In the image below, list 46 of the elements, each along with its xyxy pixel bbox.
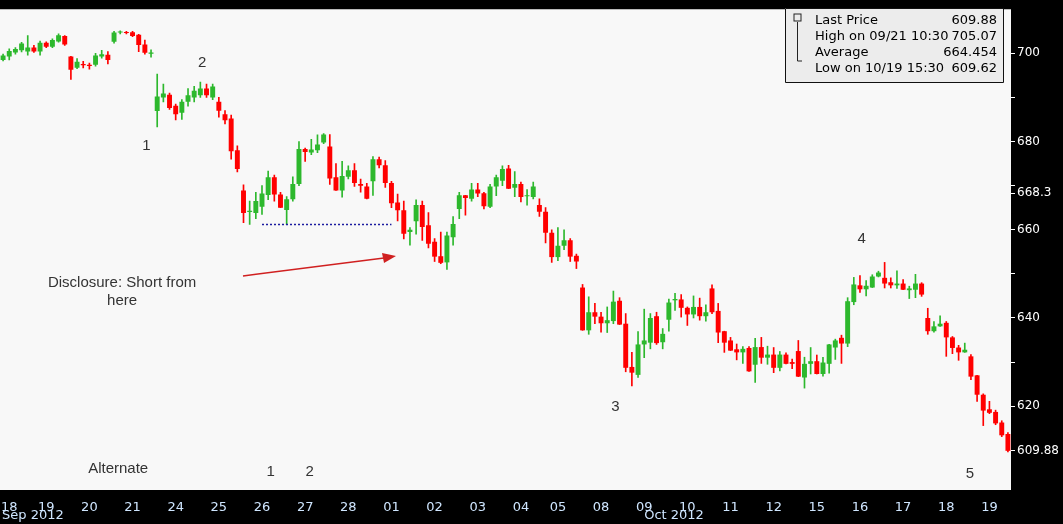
candlestick xyxy=(407,227,413,246)
y-tick-label: 640 xyxy=(1017,310,1040,325)
x-tick-label: 08 xyxy=(592,499,610,515)
annotation: Disclosure: Short from here xyxy=(47,273,197,309)
x-tick-label: 05 xyxy=(549,499,567,515)
candlestick xyxy=(703,304,709,322)
x-tick-label: 25 xyxy=(210,499,228,515)
annotation: 2 xyxy=(198,53,207,71)
x-tick-label: 18 xyxy=(938,499,955,515)
candlestick xyxy=(592,303,598,325)
candlestick xyxy=(512,171,518,197)
x-tick-label: 20 xyxy=(81,499,98,515)
annotation: 1 xyxy=(266,462,275,480)
annotation: High on 09/21 10:30 705.07 xyxy=(815,28,997,44)
y-tick-label: 700 xyxy=(1017,45,1040,60)
x-tick-label: 27 xyxy=(296,499,314,515)
x-tick-label: 15 xyxy=(808,499,826,515)
annotation: Alternate xyxy=(88,459,149,477)
x-tick-label: 19 xyxy=(981,499,998,515)
candlestick xyxy=(148,49,154,58)
y-tick-label: 668.3 xyxy=(1017,185,1052,200)
annotation: 5 xyxy=(965,464,975,482)
y-tick-label: 609.88 xyxy=(1017,442,1059,457)
annotation: 2 xyxy=(305,462,314,480)
annotation: 1 xyxy=(142,136,151,154)
y-tick-label: 680 xyxy=(1017,133,1040,148)
x-tick-label: 12 xyxy=(765,499,782,515)
x-tick-label: 16 xyxy=(851,499,869,515)
candlestick xyxy=(302,147,308,162)
x-tick-label: 03 xyxy=(469,499,487,515)
x-tick-label: 11 xyxy=(722,499,739,515)
y-tick-label: 620 xyxy=(1017,398,1040,413)
x-tick-label: 04 xyxy=(512,499,530,515)
y-tick-label: 660 xyxy=(1017,221,1040,236)
x-tick-label: 17 xyxy=(894,499,912,515)
x-tick-label: 24 xyxy=(167,499,184,515)
annotation: 3 xyxy=(611,397,620,415)
x-tick-label: 26 xyxy=(253,499,271,515)
annotation: 4 xyxy=(857,229,866,247)
x-tick-label: 28 xyxy=(340,499,357,515)
x-tick-label: 01 xyxy=(383,499,400,515)
x-tick-label: 21 xyxy=(124,499,141,515)
text: Average 664.454 xyxy=(815,44,997,60)
annotation: Low on 10/19 15:30 609.62 xyxy=(815,60,997,76)
text: Last Price 609.88 xyxy=(815,12,997,28)
x-tick-label: 02 xyxy=(426,499,443,515)
